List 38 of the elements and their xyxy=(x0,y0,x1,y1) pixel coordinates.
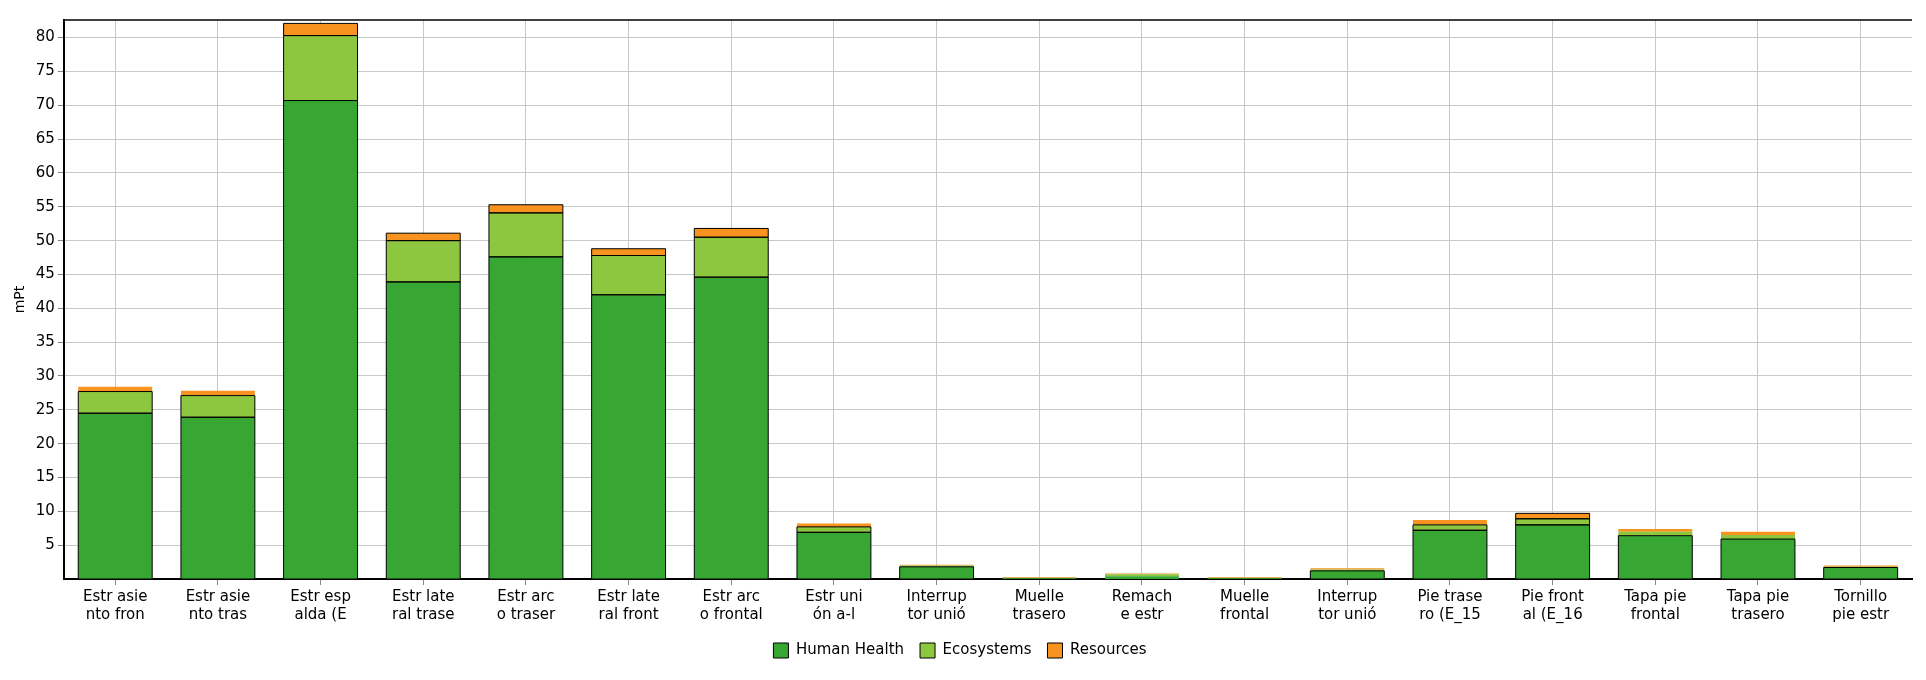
y-axis-title: mPt xyxy=(11,285,28,314)
y-tick-label: 55 xyxy=(35,196,55,215)
y-tick-label: 35 xyxy=(35,332,55,351)
y-tick-label: 70 xyxy=(35,95,55,114)
x-tick-label: Tapa pie frontal xyxy=(1623,586,1687,623)
y-tick-label: 25 xyxy=(35,399,55,418)
y-tick-label: 50 xyxy=(35,230,55,249)
x-tick-label: Estr asie nto tras xyxy=(185,586,251,623)
x-tick-label: Estr arc o traser xyxy=(496,586,556,623)
y-tick-label: 20 xyxy=(35,433,55,452)
y-tick-label: 75 xyxy=(35,61,55,80)
y-tick-label: 10 xyxy=(35,501,55,520)
y-tick-label: 5 xyxy=(45,535,55,554)
x-tick-label: Tornillo pie estr xyxy=(1832,586,1890,623)
y-tick-label: 30 xyxy=(35,365,55,384)
legend-label: Ecosystems xyxy=(942,640,1032,659)
y-tick-label: 65 xyxy=(35,129,55,147)
x-tick-label: Tapa pie trasero xyxy=(1725,586,1790,623)
y-tick-label: 80 xyxy=(35,27,55,46)
y-tick-label: 40 xyxy=(35,298,55,317)
y-tick-label: 45 xyxy=(35,264,55,283)
x-tick-label: Estr uni ón a-l xyxy=(805,586,863,623)
y-tick-label: 60 xyxy=(35,162,55,181)
x-tick-label: Remach e estr xyxy=(1111,586,1173,623)
x-tick-label: Estr late ral trase xyxy=(391,586,455,623)
x-tick-label: Pie trase ro (E_15 xyxy=(1417,586,1483,624)
legend-label: Human Health xyxy=(795,640,905,659)
x-tick-label: Estr late ral front xyxy=(597,586,660,623)
x-tick-label: Interrup tor unió xyxy=(1317,586,1378,623)
x-tick-label: Muelle trasero xyxy=(1012,586,1066,623)
x-tick-label: Estr arc o frontal xyxy=(699,586,763,623)
x-tick-label: Estr esp alda (E xyxy=(290,586,351,623)
x-tick-label: Muelle frontal xyxy=(1220,586,1270,623)
y-tick-label: 15 xyxy=(35,467,55,486)
x-tick-label: Estr asie nto fron xyxy=(82,586,148,623)
x-tick-label: Interrup tor unió xyxy=(906,586,967,623)
x-tick-label: Pie front al (E_16 xyxy=(1521,586,1585,624)
legend-label: Resources xyxy=(1069,640,1147,659)
